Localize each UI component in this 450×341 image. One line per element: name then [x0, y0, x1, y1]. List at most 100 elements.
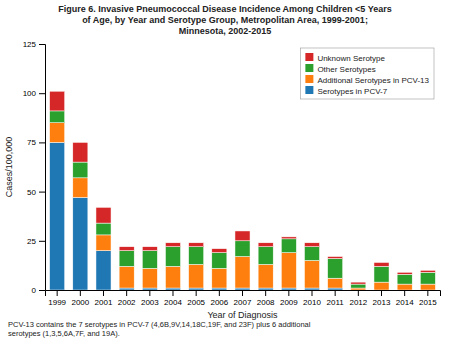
bar-segment — [281, 288, 296, 290]
x-tick-mark — [172, 290, 173, 296]
bar-segment — [304, 288, 319, 290]
bar-segment — [351, 284, 366, 288]
bar-segment — [142, 247, 157, 251]
series — [50, 111, 436, 288]
bar-segment — [374, 266, 389, 282]
x-tick-label: 2009 — [280, 298, 298, 307]
legend-item: Unknown Serotype — [305, 53, 385, 63]
bar-segment — [304, 243, 319, 247]
title-line: of Age, by Year and Serotype Group, Metr… — [82, 15, 368, 25]
bar-segment — [258, 243, 273, 247]
x-tick-mark — [358, 290, 359, 296]
y-tick-label: 0 — [32, 286, 37, 295]
legend-label: Unknown Serotype — [317, 54, 385, 63]
bar-segment — [73, 198, 88, 290]
bar-segment — [50, 111, 65, 123]
x-tick-mark — [103, 290, 104, 296]
bar-segment — [119, 266, 134, 288]
x-tick-label: 1999 — [48, 298, 66, 307]
bar-segment — [165, 243, 180, 247]
y-tick: 125 — [23, 40, 45, 49]
title: Figure 6. Invasive Pneumococcal Disease … — [58, 4, 391, 36]
bar-segment — [328, 259, 343, 279]
x-tick-label: 2004 — [164, 298, 182, 307]
title-line: Minnesota, 2002-2015 — [179, 26, 272, 36]
bar-segment — [189, 243, 204, 247]
legend-swatch — [305, 75, 313, 83]
x-tick-label: 2002 — [118, 298, 136, 307]
x-tick-mark — [381, 290, 382, 296]
axis-line — [46, 291, 441, 297]
bar-segment — [50, 91, 65, 111]
y-tick-mark — [39, 241, 45, 242]
bar-segment — [328, 257, 343, 259]
x-tick: 2000 — [71, 290, 89, 307]
y-tick-label: 125 — [23, 40, 37, 49]
y-tick-label: 75 — [27, 138, 36, 147]
x-tick-label: 2001 — [95, 298, 113, 307]
bar-segment — [397, 272, 412, 274]
legend-swatch — [305, 53, 313, 61]
x-tick: 2011 — [327, 290, 345, 307]
x-tick: 2012 — [349, 290, 367, 307]
bar-segment — [96, 235, 111, 251]
legend-item: Serotypes in PCV-7 — [305, 86, 387, 96]
x-tick-mark — [219, 290, 220, 296]
bar-segment — [73, 162, 88, 178]
bar-segment — [142, 268, 157, 288]
series — [50, 91, 436, 284]
x-tick-mark — [404, 290, 405, 296]
bar-segment — [258, 247, 273, 265]
series — [50, 142, 343, 290]
legend-item: Other Serotypes — [305, 64, 375, 74]
x-tick-label: 2008 — [257, 298, 275, 307]
x-axis-title: Year of Diagnosis — [207, 310, 278, 320]
bar-segment — [119, 251, 134, 267]
bar-segment — [328, 278, 343, 288]
series — [50, 123, 436, 290]
bar-segment — [50, 123, 65, 143]
y-tick-mark — [39, 93, 45, 94]
x-tick-label: 2013 — [373, 298, 391, 307]
legend-frame — [300, 48, 434, 99]
x-tick-mark — [288, 290, 289, 296]
bar-segment — [374, 262, 389, 266]
x-tick: 2009 — [280, 290, 298, 307]
x-tick-mark — [149, 290, 150, 296]
x-tick: 2008 — [257, 290, 275, 307]
bar-segment — [189, 264, 204, 288]
bar-segment — [397, 274, 412, 284]
x-tick-mark — [57, 290, 58, 296]
x-tick: 2001 — [95, 290, 113, 307]
x-tick: 2013 — [373, 290, 391, 307]
y-tick-label: 25 — [27, 237, 36, 246]
legend-label: Serotypes in PCV-7 — [317, 87, 387, 96]
x-tick: 2003 — [141, 290, 159, 307]
x-tick-label: 2014 — [396, 298, 414, 307]
x-tick-mark — [312, 290, 313, 296]
y-tick-label: 100 — [23, 89, 37, 98]
chart: Figure 6. Invasive Pneumococcal Disease … — [0, 0, 450, 341]
legend-label: Additional Serotypes in PCV-13 — [317, 76, 429, 85]
bar-segment — [281, 237, 296, 239]
y-tick: 75 — [27, 138, 45, 147]
bar-segment — [235, 241, 250, 257]
y-axis: 0255075100125 — [23, 40, 46, 295]
bar-segment — [73, 142, 88, 162]
bar-segment — [258, 264, 273, 288]
legend-item: Additional Serotypes in PCV-13 — [305, 75, 429, 85]
x-tick-label: 2003 — [141, 298, 159, 307]
bar-segment — [351, 288, 366, 290]
y-tick-mark — [39, 44, 45, 45]
bar-segment — [212, 253, 227, 269]
x-tick-label: 2011 — [327, 298, 345, 307]
x-tick-label: 2010 — [303, 298, 321, 307]
bar-segment — [96, 251, 111, 290]
x-tick-mark — [427, 290, 428, 296]
x-tick: 2006 — [210, 290, 228, 307]
x-tick-mark — [335, 290, 336, 296]
legend: Unknown SerotypeOther Serotypes Additiona… — [300, 48, 434, 99]
x-tick-label: 2005 — [187, 298, 205, 307]
x-tick: 2002 — [118, 290, 136, 307]
footnote-line: serotypes (1,3,5,6A,7F, and 19A). — [8, 329, 120, 338]
